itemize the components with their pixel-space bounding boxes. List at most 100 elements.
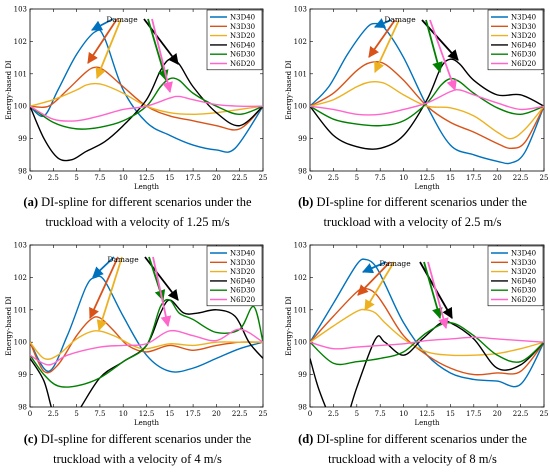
damage-arrow — [429, 19, 457, 92]
x-tick-label: 5 — [74, 410, 78, 418]
damage-arrow — [147, 18, 169, 82]
x-tick-label: 15 — [165, 174, 174, 182]
x-tick-label: 20 — [212, 410, 221, 418]
x-tick-label: 7.5 — [375, 174, 386, 182]
y-axis-label: Energy-based DI — [285, 60, 293, 120]
x-axis-label: Length — [414, 419, 440, 427]
y-axis-label: Energy-based DI — [285, 296, 293, 356]
legend-label-n3d20: N3D20 — [511, 32, 536, 40]
legend-label-n6d20: N6D20 — [230, 60, 255, 68]
series-line-n6d30 — [310, 322, 544, 366]
legend-label-n3d40: N3D40 — [511, 250, 536, 258]
series-line-n6d30 — [30, 77, 263, 130]
y-tick-label: 102 — [294, 38, 307, 46]
y-tick-label: 99 — [298, 135, 307, 143]
series-line-n3d40 — [310, 22, 544, 165]
x-tick-label: 15 — [165, 410, 174, 418]
y-tick-label: 98 — [298, 168, 307, 176]
series-line-n6d20 — [310, 89, 544, 116]
legend-label-n3d20: N3D20 — [230, 268, 255, 276]
damage-arrow — [423, 261, 443, 320]
chart-panel-a: 0 2.5 5 7.5 10 12.5 15 17.5 20 22.5 25 98 99 100 101 10… — [5, 6, 267, 192]
legend-label-n3d20: N3D20 — [230, 32, 255, 40]
legend-label-n3d30: N3D30 — [511, 259, 536, 267]
series-line-n3d40 — [30, 275, 263, 373]
series-line-n6d40 — [30, 299, 263, 407]
x-tick-label: 5 — [355, 174, 359, 182]
y-tick-label: 103 — [294, 242, 307, 250]
damage-annotation: Damage — [384, 15, 416, 24]
legend-box — [487, 245, 544, 307]
caption-c-line2: truckload with a velocity of 4 m/s — [53, 452, 222, 466]
series-line-n6d20 — [30, 95, 263, 122]
series-line-n6d30 — [30, 298, 263, 388]
damage-arrow — [368, 19, 396, 58]
legend-label-n6d30: N6D30 — [230, 287, 255, 295]
legend-box — [206, 245, 263, 307]
x-tick-label: 7.5 — [94, 410, 105, 418]
y-tick-label: 101 — [14, 70, 27, 78]
damage-arrow — [87, 18, 118, 64]
y-tick-label: 99 — [18, 371, 27, 379]
damage-arrow — [357, 261, 391, 296]
legend-label-n6d30: N6D30 — [511, 51, 536, 59]
series-line-n6d40 — [310, 58, 544, 150]
x-tick-label: 10 — [399, 410, 408, 418]
damage-annotation: Damage — [106, 15, 138, 24]
x-tick-label: 20 — [493, 410, 502, 418]
x-tick-label: 5 — [355, 410, 359, 418]
y-axis-label: Energy-based DI — [5, 60, 13, 120]
damage-arrow — [92, 256, 115, 278]
x-tick-label: 7.5 — [375, 410, 386, 418]
damage-arrow — [151, 18, 173, 94]
y-tick-label: 102 — [294, 274, 307, 282]
y-tick-label: 103 — [294, 6, 307, 14]
y-tick-label: 102 — [14, 38, 27, 46]
x-axis-label: Length — [134, 419, 160, 427]
caption-d-tag: (d) — [298, 432, 314, 446]
damage-arrow — [427, 261, 449, 330]
legend-label-n6d40: N6D40 — [230, 277, 255, 285]
caption-c: (c) DI-spline for different scenarios un… — [0, 429, 275, 469]
x-tick-label: 7.5 — [94, 174, 105, 182]
legend-box — [487, 9, 544, 71]
series-line-n3d40 — [30, 29, 263, 153]
damage-arrow — [374, 18, 392, 29]
series-line-n3d30 — [30, 66, 263, 131]
legend-label-n3d20: N3D20 — [511, 268, 536, 276]
damage-arrow — [362, 261, 387, 274]
legend-label-n6d20: N6D20 — [511, 296, 536, 304]
caption-b-line1: DI-spline for different scenarios under … — [313, 195, 527, 209]
x-tick-label: 17.5 — [185, 174, 201, 182]
y-tick-label: 101 — [294, 70, 307, 78]
legend-label-n6d40: N6D40 — [511, 277, 536, 285]
x-axis-label: Length — [134, 183, 160, 191]
series-line-n6d30 — [310, 77, 544, 127]
x-tick-label: 10 — [119, 174, 128, 182]
legend-label-n6d30: N6D30 — [511, 287, 536, 295]
legend-label-n3d30: N3D30 — [230, 259, 255, 267]
legend-label-n3d40: N3D40 — [511, 14, 536, 22]
x-tick-label: 5 — [74, 174, 78, 182]
y-tick-label: 100 — [294, 339, 307, 347]
legend-box — [206, 9, 263, 71]
x-tick-label: 25 — [540, 410, 549, 418]
legend-label-n6d40: N6D40 — [511, 41, 536, 49]
x-tick-label: 15 — [446, 174, 455, 182]
x-tick-label: 0 — [28, 174, 32, 182]
damage-arrow — [374, 19, 400, 73]
x-tick-label: 15 — [446, 410, 455, 418]
legend-label-n6d20: N6D20 — [230, 296, 255, 304]
legend-label-n6d40: N6D40 — [230, 41, 255, 49]
caption-a-line1: DI-spline for different scenarios under … — [37, 195, 252, 209]
legend-label-n6d30: N6D30 — [230, 51, 255, 59]
chart-panel-b: 0 2.5 5 7.5 10 12.5 15 17.5 20 22.5 25 98 99 100 101 10… — [285, 6, 548, 192]
legend-label-n3d40: N3D40 — [230, 14, 255, 22]
caption-a-line2: truckload with a velocity of 1.25 m/s — [45, 215, 230, 229]
chart-panel-c: 0 2.5 5 7.5 10 12.5 15 17.5 20 22.5 25 98 99 100 101 10… — [5, 242, 267, 428]
legend-label-n3d30: N3D30 — [511, 23, 536, 31]
